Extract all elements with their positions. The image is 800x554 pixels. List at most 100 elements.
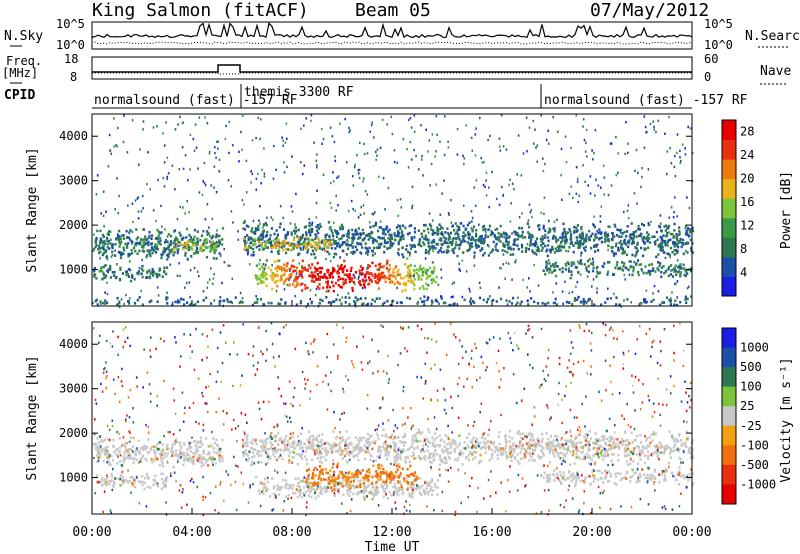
heatmap-cell	[277, 248, 280, 251]
heatmap-cell	[218, 239, 221, 242]
noise-cell	[409, 254, 411, 257]
heatmap-cell	[161, 465, 165, 468]
heatmap-cell	[559, 241, 563, 244]
heatmap-cell	[560, 245, 563, 249]
heatmap-cell	[499, 224, 502, 228]
noise-cell	[282, 139, 284, 142]
noise-cell	[166, 291, 168, 294]
heatmap-cell	[370, 278, 373, 281]
heatmap-cell	[551, 449, 554, 453]
heatmap-cell	[635, 253, 638, 256]
heatmap-cell	[321, 447, 324, 451]
heatmap-cell	[354, 245, 357, 249]
heatmap-cell	[210, 444, 213, 448]
heatmap-cell	[262, 274, 265, 278]
heatmap-cell	[477, 461, 481, 465]
noise-cell	[498, 286, 500, 289]
heatmap-cell	[369, 435, 372, 438]
heatmap-cell	[122, 237, 125, 240]
noise-cell	[637, 249, 639, 252]
heatmap-cell	[266, 452, 269, 456]
noise-cell	[491, 170, 493, 174]
heatmap-cell	[626, 453, 629, 457]
heatmap-cell	[544, 244, 547, 248]
heatmap-cell	[96, 446, 99, 450]
heatmap-cell	[444, 301, 447, 305]
heatmap-cell	[636, 259, 640, 262]
noise-cell	[528, 126, 531, 129]
noise-cell	[685, 298, 688, 301]
heatmap-cell	[436, 242, 440, 246]
heatmap-cell	[314, 270, 317, 274]
heatmap-cell	[564, 235, 567, 239]
heatmap-cell	[327, 221, 330, 224]
heatmap-cell	[642, 254, 645, 258]
heatmap-cell	[292, 456, 295, 459]
heatmap-cell	[108, 247, 111, 250]
noise-cell	[223, 299, 226, 302]
heatmap-cell	[569, 440, 572, 444]
heatmap-cell	[446, 452, 450, 455]
noise-cell	[196, 270, 199, 273]
heatmap-cell	[271, 273, 274, 277]
heatmap-cell	[261, 230, 264, 234]
heatmap-cell	[290, 264, 293, 268]
heatmap-cell	[593, 303, 596, 306]
heatmap-cell	[199, 454, 202, 457]
heatmap-cell	[318, 302, 321, 305]
heatmap-cell	[509, 452, 512, 455]
noise-cell	[475, 179, 478, 182]
heatmap-cell	[495, 237, 498, 241]
heatmap-cell	[340, 453, 343, 457]
heatmap-cell	[397, 269, 400, 272]
heatmap-cell	[133, 457, 136, 461]
noise-cell	[548, 219, 550, 223]
heatmap-cell	[108, 454, 111, 458]
heatmap-cell	[376, 268, 379, 271]
heatmap-cell	[374, 264, 377, 268]
heatmap-cell	[409, 276, 413, 280]
noise-cell	[345, 243, 347, 246]
heatmap-cell	[387, 270, 390, 273]
heatmap-cell	[306, 438, 309, 442]
noise-cell	[565, 161, 568, 164]
heatmap-cell	[125, 271, 128, 275]
heatmap-cell	[246, 444, 249, 448]
heatmap-cell	[462, 251, 465, 254]
heatmap-cell	[618, 229, 621, 232]
heatmap-cell	[435, 275, 438, 279]
heatmap-cell	[172, 450, 175, 454]
noise-cell	[161, 225, 163, 228]
heatmap-cell	[474, 239, 477, 242]
heatmap-cell	[215, 233, 218, 236]
noise-cell	[365, 249, 368, 252]
heatmap-cell	[505, 299, 508, 302]
heatmap-cell	[555, 264, 558, 268]
heatmap-cell	[561, 236, 564, 240]
heatmap-cell	[136, 236, 140, 239]
heatmap-cell	[438, 463, 441, 467]
heatmap-cell	[433, 269, 436, 272]
heatmap-cell	[334, 443, 337, 447]
heatmap-cell	[280, 449, 283, 452]
noise-cell	[517, 296, 519, 299]
heatmap-cell	[296, 276, 299, 279]
noise-cell	[461, 259, 464, 262]
heatmap-cell	[516, 231, 519, 235]
heatmap-cell	[676, 270, 679, 274]
heatmap-cell	[208, 452, 211, 456]
heatmap-cell	[400, 277, 403, 280]
heatmap-cell	[290, 233, 293, 236]
heatmap-cell	[670, 232, 673, 236]
noise-cell	[510, 202, 512, 205]
heatmap-cell	[509, 246, 512, 249]
heatmap-cell	[353, 237, 356, 240]
heatmap-cell	[673, 245, 676, 248]
heatmap-cell	[341, 457, 344, 460]
noise-cell	[452, 295, 454, 298]
heatmap-cell	[576, 239, 579, 242]
heatmap-cell	[119, 460, 122, 463]
heatmap-cell	[618, 267, 621, 271]
heatmap-cell	[384, 280, 387, 284]
heatmap-cell	[521, 432, 524, 435]
